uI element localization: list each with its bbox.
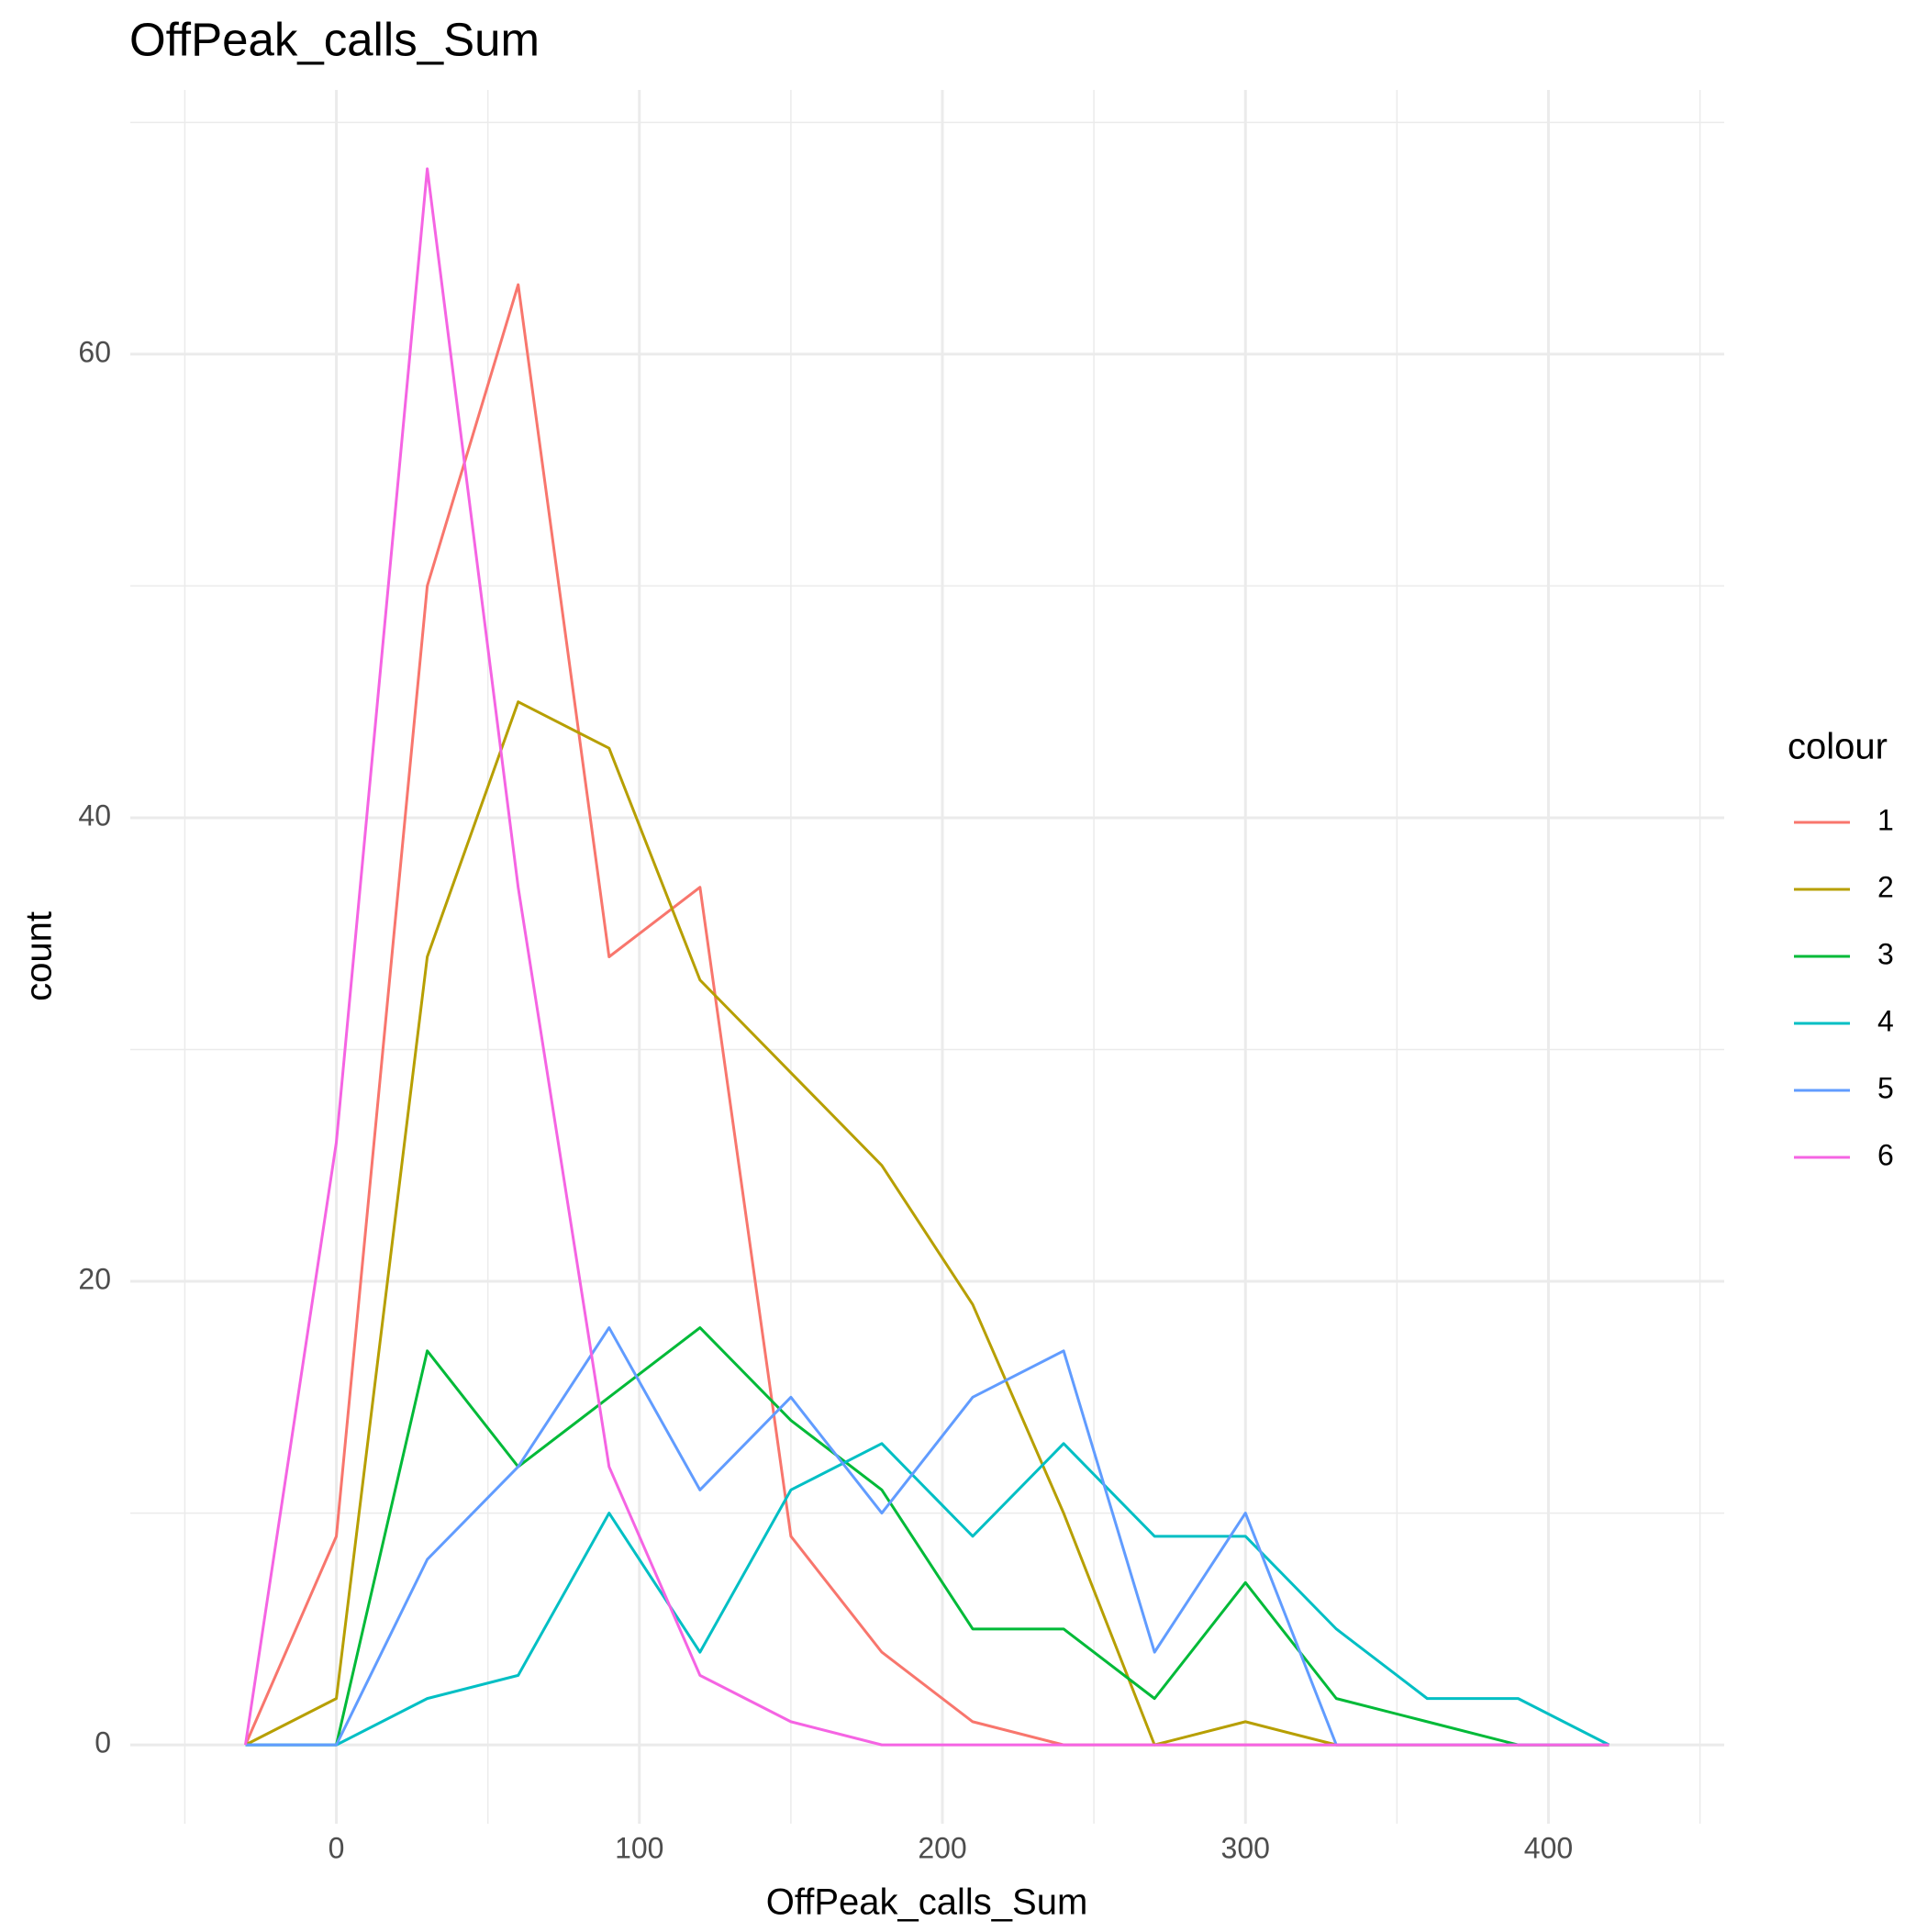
x-tick-label: 400 — [1524, 1831, 1573, 1864]
legend-label: 2 — [1877, 870, 1894, 903]
legend-label: 1 — [1877, 803, 1894, 836]
y-tick-label: 0 — [95, 1726, 111, 1759]
legend-label: 6 — [1877, 1138, 1894, 1171]
y-tick-label: 60 — [78, 335, 111, 368]
legend-label: 3 — [1877, 937, 1894, 970]
x-tick-label: 200 — [918, 1831, 966, 1864]
x-tick-label: 300 — [1221, 1831, 1270, 1864]
chart-title: OffPeak_calls_Sum — [129, 13, 540, 65]
y-axis-title: count — [19, 911, 60, 1001]
legend-label: 5 — [1877, 1071, 1894, 1104]
x-tick-label: 100 — [615, 1831, 663, 1864]
series-line — [245, 1442, 1610, 1747]
y-tick-label: 20 — [78, 1263, 111, 1296]
series-line — [245, 1326, 1610, 1747]
series-line — [244, 167, 1610, 1747]
x-tick-label: 0 — [329, 1831, 345, 1864]
y-tick-label: 40 — [78, 798, 111, 832]
x-axis-title: OffPeak_calls_Sum — [766, 1882, 1088, 1923]
legend-title: colour — [1788, 727, 1888, 767]
legend-label: 4 — [1877, 1004, 1894, 1037]
